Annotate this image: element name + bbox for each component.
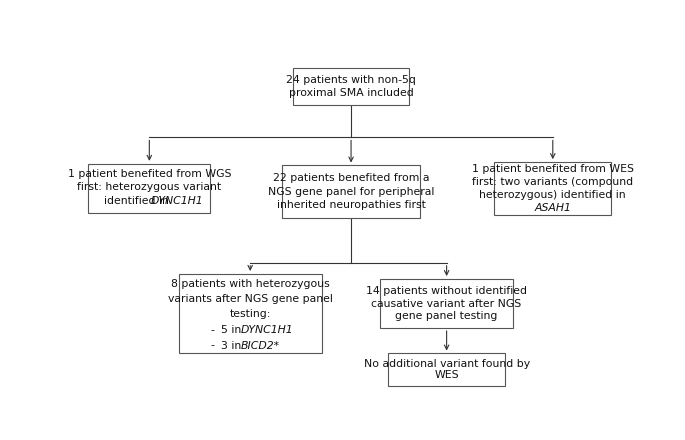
Bar: [380, 279, 513, 328]
Text: WES: WES: [434, 370, 459, 380]
Bar: [388, 353, 505, 386]
Text: inherited neuropathies first: inherited neuropathies first: [277, 200, 425, 210]
Text: 3 in: 3 in: [221, 341, 245, 351]
Text: heterozygous) identified in: heterozygous) identified in: [479, 190, 626, 200]
Text: proximal SMA included: proximal SMA included: [288, 88, 414, 98]
Bar: [495, 162, 611, 215]
Text: 1 patient benefited from WES: 1 patient benefited from WES: [472, 165, 634, 174]
Bar: [88, 164, 210, 213]
Text: 5 in: 5 in: [221, 325, 245, 334]
Bar: [179, 274, 322, 353]
Bar: [292, 68, 410, 105]
Text: variants after NGS gene panel: variants after NGS gene panel: [168, 294, 333, 304]
Text: 8 patients with heterozygous: 8 patients with heterozygous: [171, 279, 329, 290]
Text: 14 patients without identified: 14 patients without identified: [366, 286, 527, 296]
Text: DYNC1H1: DYNC1H1: [240, 325, 293, 334]
Text: 24 patients with non-5q: 24 patients with non-5q: [286, 75, 416, 85]
Text: No additional variant found by: No additional variant found by: [364, 359, 530, 369]
Text: first: two variants (compound: first: two variants (compound: [472, 177, 634, 187]
Text: ASAH1: ASAH1: [534, 203, 571, 213]
Text: testing:: testing:: [229, 309, 271, 319]
Text: NGS gene panel for peripheral: NGS gene panel for peripheral: [268, 187, 434, 197]
Text: DYNC1H1: DYNC1H1: [151, 196, 203, 206]
Text: 1 patient benefited from WGS: 1 patient benefited from WGS: [68, 169, 231, 179]
Text: BICD2*: BICD2*: [240, 341, 279, 351]
Text: -: -: [210, 325, 214, 334]
Text: identified in: identified in: [103, 196, 169, 206]
Bar: [282, 165, 420, 218]
Text: first: heterozygous variant: first: heterozygous variant: [77, 182, 221, 192]
Text: gene panel testing: gene panel testing: [395, 311, 498, 321]
Text: -: -: [210, 341, 214, 351]
Text: causative variant after NGS: causative variant after NGS: [371, 298, 522, 308]
Text: 22 patients benefited from a: 22 patients benefited from a: [273, 173, 429, 183]
